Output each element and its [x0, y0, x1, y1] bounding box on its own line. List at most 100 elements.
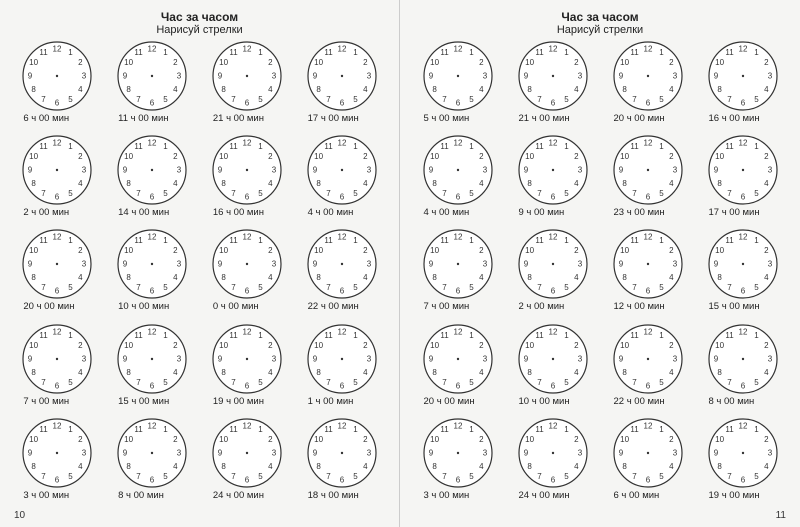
- svg-text:11: 11: [725, 237, 734, 246]
- svg-text:11: 11: [229, 48, 238, 57]
- svg-text:12: 12: [453, 327, 462, 336]
- svg-text:8: 8: [717, 274, 722, 283]
- svg-text:5: 5: [69, 95, 74, 104]
- svg-text:5: 5: [754, 378, 759, 387]
- svg-text:6: 6: [550, 99, 555, 108]
- svg-text:9: 9: [428, 354, 433, 363]
- svg-text:4: 4: [363, 462, 368, 471]
- clock-face: 121234567891011: [211, 323, 283, 395]
- svg-text:12: 12: [738, 421, 747, 430]
- svg-text:12: 12: [53, 327, 62, 336]
- svg-text:3: 3: [82, 260, 87, 269]
- clock-cell: 121234567891011 17 ч 00 мин: [296, 40, 387, 132]
- svg-text:10: 10: [430, 152, 439, 161]
- clock: 121234567891011: [116, 417, 188, 489]
- page-left: Час за часом Нарисуй стрелки 12123456789…: [0, 0, 400, 527]
- svg-text:11: 11: [535, 237, 544, 246]
- svg-text:9: 9: [28, 166, 33, 175]
- svg-text:2: 2: [363, 341, 368, 350]
- svg-text:8: 8: [717, 462, 722, 471]
- time-label: 10 ч 00 мин: [517, 396, 589, 407]
- svg-text:6: 6: [245, 475, 250, 484]
- svg-text:9: 9: [428, 448, 433, 457]
- svg-text:2: 2: [479, 152, 484, 161]
- clock-face: 121234567891011: [707, 228, 779, 300]
- svg-text:5: 5: [163, 189, 168, 198]
- clock-face: 121234567891011: [21, 417, 93, 489]
- clock: 121234567891011: [306, 40, 378, 112]
- svg-text:12: 12: [53, 233, 62, 242]
- svg-text:5: 5: [258, 283, 263, 292]
- clock-cell: 121234567891011 2 ч 00 мин: [507, 228, 598, 320]
- svg-text:2: 2: [669, 247, 674, 256]
- svg-text:3: 3: [82, 448, 87, 457]
- svg-text:1: 1: [353, 331, 358, 340]
- svg-text:4: 4: [574, 179, 579, 188]
- clock: 121234567891011: [306, 228, 378, 300]
- svg-text:2: 2: [268, 341, 273, 350]
- clock: 121234567891011: [211, 228, 283, 300]
- svg-text:7: 7: [136, 95, 141, 104]
- svg-text:1: 1: [258, 237, 263, 246]
- clock-face: 121234567891011: [306, 228, 378, 300]
- svg-text:3: 3: [577, 354, 582, 363]
- time-label: 18 ч 00 мин: [306, 490, 378, 501]
- svg-text:5: 5: [564, 472, 569, 481]
- svg-text:2: 2: [574, 435, 579, 444]
- svg-text:5: 5: [659, 378, 664, 387]
- clock-face: 121234567891011: [517, 134, 589, 206]
- clock: 121234567891011: [707, 417, 779, 489]
- svg-text:5: 5: [163, 283, 168, 292]
- svg-text:1: 1: [69, 331, 74, 340]
- svg-text:2: 2: [363, 152, 368, 161]
- header-right: Час за часом Нарисуй стрелки: [412, 10, 788, 36]
- svg-text:11: 11: [440, 237, 449, 246]
- clock: 121234567891011: [422, 40, 494, 112]
- svg-text:11: 11: [440, 331, 449, 340]
- clock-cell: 121234567891011 17 ч 00 мин: [697, 134, 788, 226]
- time-label: 17 ч 00 мин: [707, 207, 779, 218]
- svg-text:4: 4: [268, 85, 273, 94]
- svg-text:6: 6: [245, 287, 250, 296]
- svg-text:4: 4: [574, 462, 579, 471]
- svg-text:3: 3: [177, 448, 182, 457]
- svg-text:6: 6: [645, 99, 650, 108]
- svg-text:2: 2: [479, 435, 484, 444]
- svg-text:10: 10: [219, 435, 228, 444]
- svg-text:4: 4: [268, 179, 273, 188]
- clock-face: 121234567891011: [211, 134, 283, 206]
- svg-text:6: 6: [55, 193, 60, 202]
- svg-text:3: 3: [672, 72, 677, 81]
- svg-text:8: 8: [527, 85, 532, 94]
- svg-text:8: 8: [32, 85, 37, 94]
- clock: 121234567891011: [517, 134, 589, 206]
- svg-text:12: 12: [738, 233, 747, 242]
- clock-cell: 121234567891011 10 ч 00 мин: [107, 228, 198, 320]
- svg-text:12: 12: [738, 45, 747, 54]
- svg-text:8: 8: [717, 368, 722, 377]
- svg-text:2: 2: [764, 435, 769, 444]
- svg-text:4: 4: [79, 179, 84, 188]
- clock-face: 121234567891011: [116, 417, 188, 489]
- svg-text:2: 2: [669, 341, 674, 350]
- clock-face: 121234567891011: [612, 40, 684, 112]
- svg-text:10: 10: [525, 435, 534, 444]
- clock-face: 121234567891011: [211, 40, 283, 112]
- svg-text:11: 11: [324, 48, 333, 57]
- svg-text:9: 9: [523, 448, 528, 457]
- clock: 121234567891011: [21, 417, 93, 489]
- svg-text:1: 1: [163, 142, 168, 151]
- svg-text:7: 7: [442, 95, 447, 104]
- svg-text:4: 4: [669, 368, 674, 377]
- svg-text:7: 7: [326, 189, 331, 198]
- svg-text:7: 7: [136, 472, 141, 481]
- svg-text:5: 5: [659, 189, 664, 198]
- svg-text:11: 11: [725, 142, 734, 151]
- svg-text:11: 11: [229, 331, 238, 340]
- svg-text:4: 4: [79, 368, 84, 377]
- svg-text:9: 9: [618, 72, 623, 81]
- svg-text:9: 9: [312, 354, 317, 363]
- svg-text:4: 4: [479, 179, 484, 188]
- svg-text:11: 11: [40, 48, 49, 57]
- svg-text:1: 1: [659, 142, 664, 151]
